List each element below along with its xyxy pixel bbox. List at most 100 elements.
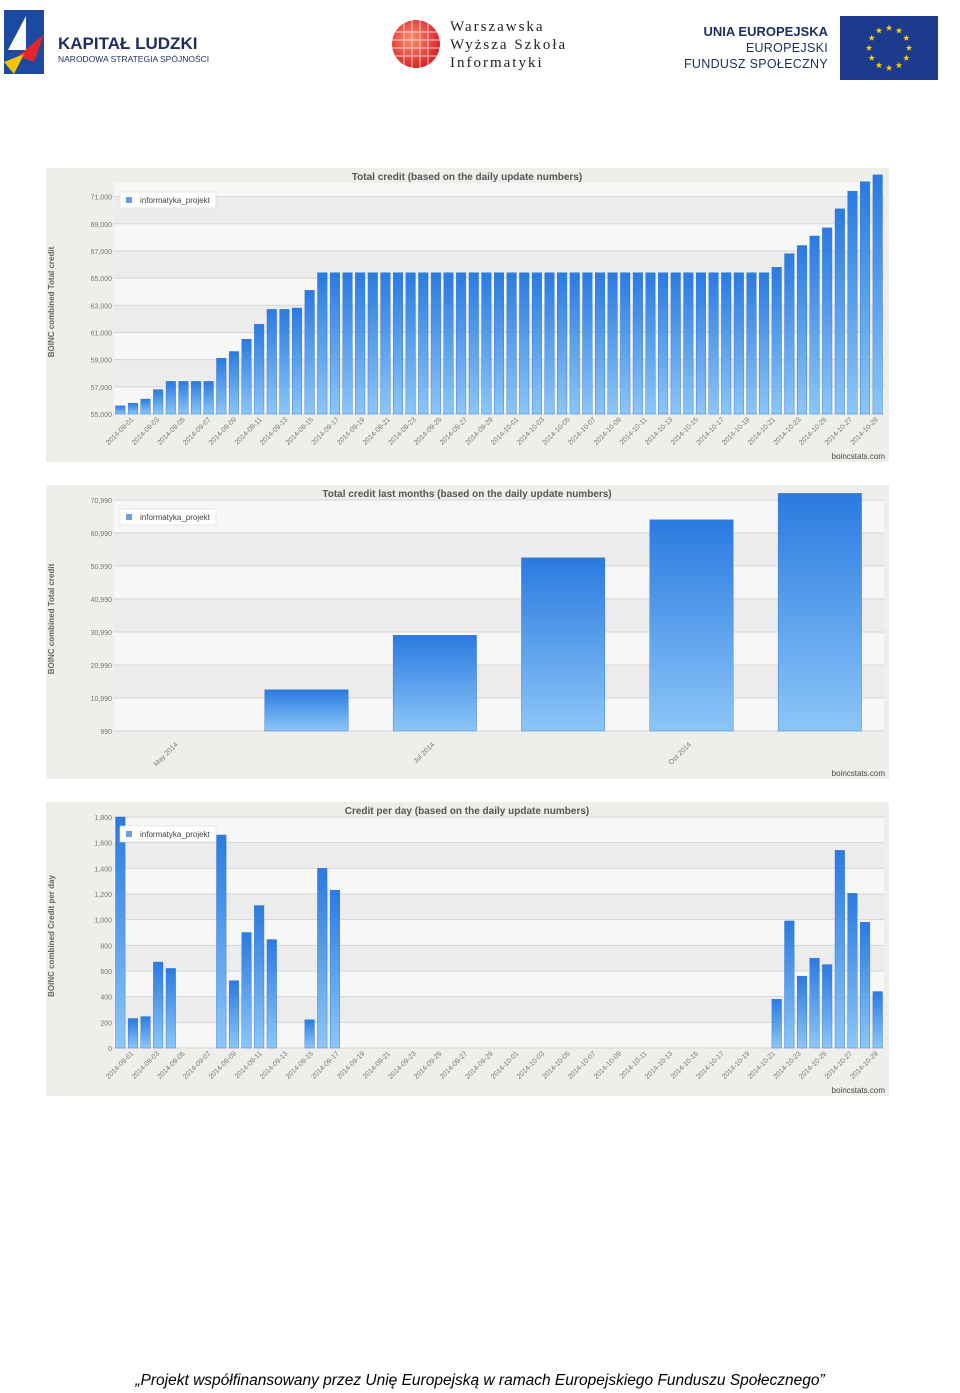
bar: [468, 272, 479, 415]
kapital-ludzki-logo: KAPITAŁ LUDZKI NARODOWA STRATEGIA SPÓJNO…: [4, 10, 209, 80]
bar: [506, 272, 517, 415]
legend: informatyka_projekt: [119, 191, 217, 209]
legend-label: informatyka_projekt: [140, 830, 211, 839]
y-tick-label: 55,000: [91, 412, 113, 419]
bar: [784, 920, 795, 1049]
bar: [519, 272, 530, 415]
eu-line2: EUROPEJSKI: [745, 41, 828, 55]
footer-caption: „Projekt współfinansowany przez Unię Eur…: [135, 1372, 825, 1389]
bar: [759, 272, 770, 415]
bar: [115, 405, 126, 415]
bar: [279, 309, 290, 415]
bar: [405, 272, 416, 415]
bar: [594, 272, 605, 415]
source-label: boincstats.com: [832, 452, 886, 461]
bar: [254, 905, 265, 1049]
x-tick-label: 2014-10-29: [849, 1050, 879, 1080]
bar: [443, 272, 454, 415]
bar: [645, 272, 656, 415]
eu-star-icon: [865, 44, 873, 51]
y-axis-label: BOINC combined Credit per day: [47, 875, 56, 997]
bar: [216, 358, 227, 415]
x-tick-label: Jul 2014: [413, 741, 437, 765]
y-tick-label: 70,990: [91, 498, 113, 505]
bar: [620, 272, 631, 415]
legend-box: [119, 191, 217, 209]
y-tick-label: 800: [100, 943, 112, 950]
eu-star-icon: [868, 34, 875, 41]
bar: [127, 1018, 138, 1049]
bar: [531, 272, 542, 415]
x-tick-label: Oct 2014: [668, 741, 693, 766]
legend-label: informatyka_projekt: [140, 513, 211, 522]
total-credit-chart: 55,000 57,000 59,000 61,000 63,000 65,000 67,0…: [46, 168, 889, 462]
bar: [380, 272, 391, 415]
y-tick-label: 1,200: [94, 892, 112, 899]
bar: [683, 272, 694, 415]
eu-star-icon: [903, 54, 910, 61]
bar: [329, 272, 340, 415]
kapital-ludzki-subtitle: NARODOWA STRATEGIA SPÓJNOŚCI: [58, 54, 210, 64]
grid-band: [114, 842, 884, 869]
y-tick-label: 1,400: [94, 866, 112, 873]
y-tick-label: 10,990: [91, 696, 113, 703]
bar: [304, 290, 315, 415]
bar: [860, 922, 871, 1049]
bar: [292, 307, 303, 415]
y-axis-label: BOINC combined Total credit: [47, 563, 56, 674]
bar: [329, 889, 340, 1049]
y-tick-label: 71,000: [91, 195, 113, 202]
eu-star-icon: [875, 27, 883, 34]
y-tick-label: 63,000: [91, 303, 113, 310]
grid-band: [114, 945, 884, 971]
bar: [241, 339, 252, 415]
bar: [521, 557, 606, 732]
bar: [695, 272, 706, 415]
bar: [649, 519, 734, 732]
bar: [632, 272, 643, 415]
legend: informatyka_projekt: [119, 825, 217, 843]
y-tick-label: 40,990: [91, 597, 113, 604]
kapital-ludzki-emblem-icon: [4, 10, 44, 74]
bar: [418, 272, 429, 415]
wwsi-line2: Wyższa Szkoła: [450, 37, 568, 53]
grid-band: [114, 533, 884, 567]
grid-band: [114, 665, 884, 699]
eu-star-icon: [868, 54, 875, 61]
total-credit-months-chart: 990 10,990 20,990 30,990 40,990 50,990 60,990 7…: [46, 485, 889, 779]
bar: [784, 253, 795, 415]
bar: [746, 272, 757, 415]
bar: [544, 272, 555, 415]
grid-band: [114, 894, 884, 920]
eu-logo: UNIA EUROPEJSKA EUROPEJSKI FUNDUSZ SPOŁE…: [684, 16, 940, 82]
bar: [317, 868, 328, 1049]
credit-per-day-chart-svg: 0 200 400 600 800 1,000 1,200 1,400 1,600 1,800 20…: [47, 806, 886, 1095]
y-tick-label: 200: [100, 1020, 112, 1027]
bar: [822, 964, 833, 1049]
bar: [430, 272, 441, 415]
y-tick-label: 59,000: [91, 358, 113, 365]
chart-title: Credit per day (based on the daily updat…: [345, 806, 590, 817]
y-tick-label: 1,000: [94, 918, 112, 925]
y-tick-label: 400: [100, 995, 112, 1002]
chart-title: Total credit last months (based on the d…: [322, 489, 611, 500]
y-tick-label: 20,990: [91, 663, 113, 670]
bar: [266, 939, 277, 1049]
bar: [241, 932, 252, 1049]
chart-title: Total credit (based on the daily update …: [352, 172, 582, 183]
eu-line3: FUNDUSZ SPOŁECZNY: [683, 57, 828, 71]
eu-star-icon: [875, 61, 883, 69]
y-tick-label: 30,990: [91, 630, 113, 637]
bar: [721, 272, 732, 415]
bar: [216, 834, 227, 1049]
y-tick-label: 600: [100, 969, 112, 976]
bar: [847, 893, 858, 1049]
bar: [834, 850, 845, 1049]
eu-star-icon: [885, 64, 893, 71]
bar: [872, 991, 883, 1049]
legend-label: informatyka_projekt: [140, 196, 211, 205]
bar: [809, 235, 820, 415]
source-label: boincstats.com: [832, 1086, 886, 1095]
bar: [355, 272, 366, 415]
bar: [165, 968, 176, 1049]
